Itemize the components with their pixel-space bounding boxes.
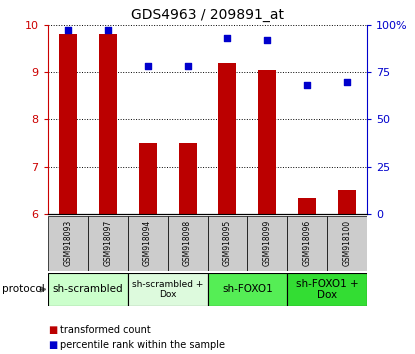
Text: GSM918100: GSM918100 xyxy=(343,220,352,267)
Text: percentile rank within the sample: percentile rank within the sample xyxy=(60,340,225,350)
Text: GSM918099: GSM918099 xyxy=(263,220,272,267)
Bar xyxy=(99,34,117,214)
Text: sh-FOXO1 +
Dox: sh-FOXO1 + Dox xyxy=(296,279,359,300)
Point xyxy=(224,35,231,41)
Bar xyxy=(287,273,367,306)
Text: ■: ■ xyxy=(48,325,57,335)
Text: GSM918098: GSM918098 xyxy=(183,220,192,267)
Text: GSM918093: GSM918093 xyxy=(63,220,72,267)
Bar xyxy=(128,216,168,271)
Text: ■: ■ xyxy=(48,340,57,350)
Point xyxy=(104,28,111,33)
Bar xyxy=(139,143,156,214)
Bar xyxy=(59,34,77,214)
Bar xyxy=(48,216,88,271)
Text: sh-scrambled +
Dox: sh-scrambled + Dox xyxy=(132,280,203,299)
Bar xyxy=(208,273,287,306)
Text: sh-FOXO1: sh-FOXO1 xyxy=(222,284,273,295)
Bar xyxy=(48,273,128,306)
Text: transformed count: transformed count xyxy=(60,325,151,335)
Bar xyxy=(218,63,237,214)
Bar xyxy=(287,216,327,271)
Text: GSM918096: GSM918096 xyxy=(303,220,312,267)
Text: GSM918095: GSM918095 xyxy=(223,220,232,267)
Bar xyxy=(259,70,276,214)
Point xyxy=(64,28,71,33)
Bar xyxy=(327,216,367,271)
Text: GSM918097: GSM918097 xyxy=(103,220,112,267)
Bar xyxy=(128,273,208,306)
Point xyxy=(184,64,191,69)
Point xyxy=(264,37,271,43)
Text: GSM918094: GSM918094 xyxy=(143,220,152,267)
Title: GDS4963 / 209891_at: GDS4963 / 209891_at xyxy=(131,8,284,22)
Text: sh-scrambled: sh-scrambled xyxy=(52,284,123,295)
Point xyxy=(304,82,311,88)
Bar xyxy=(247,216,287,271)
Bar xyxy=(338,190,356,214)
Text: protocol: protocol xyxy=(2,284,45,295)
Bar xyxy=(298,198,316,214)
Point xyxy=(144,64,151,69)
Bar xyxy=(168,216,208,271)
Bar xyxy=(178,143,197,214)
Bar xyxy=(88,216,128,271)
Bar xyxy=(208,216,247,271)
Point xyxy=(344,79,351,84)
